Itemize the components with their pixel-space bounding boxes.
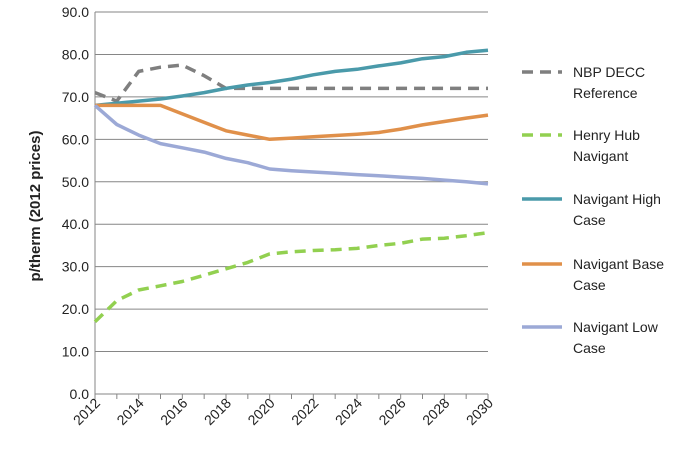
y-axis-title: p/therm (2012 prices) xyxy=(27,131,44,282)
x-tick-label: 2030 xyxy=(463,395,496,428)
legend-label: NBP DECC xyxy=(573,64,645,80)
y-tick-label: 10.0 xyxy=(62,344,89,360)
legend-label: Case xyxy=(573,212,606,228)
axes: 0.0 10.0 20.0 30.0 40.0 50.0 60.0 70.0 80.0 90.0 2… xyxy=(62,4,497,428)
gridlines xyxy=(95,11,488,353)
y-tick-label: 60.0 xyxy=(62,131,89,147)
y-tick-label: 30.0 xyxy=(62,259,89,275)
y-tick-label: 80.0 xyxy=(62,46,89,62)
legend: NBP DECC Reference Henry Hub Navigant Naviga… xyxy=(522,64,664,356)
series-line-navigant-low-case xyxy=(93,104,489,186)
x-tick-label: 2014 xyxy=(113,395,146,428)
x-tick-label: 2026 xyxy=(375,395,408,428)
x-tick-label: 2022 xyxy=(288,395,321,428)
y-tick-label: 20.0 xyxy=(62,301,89,317)
x-tick-label: 2024 xyxy=(332,395,365,428)
legend-label: Henry Hub xyxy=(573,127,640,143)
y-tick-label: 40.0 xyxy=(62,216,89,232)
x-tick-label: 2018 xyxy=(201,395,234,428)
legend-label: Navigant Low xyxy=(573,319,659,335)
x-tick-label: 2016 xyxy=(157,395,190,428)
y-tick-label: 0.0 xyxy=(70,386,90,402)
series-line-nbp-decc-reference xyxy=(94,63,488,103)
legend-label: Navigant Base xyxy=(573,256,664,272)
series-lines xyxy=(93,48,489,324)
x-tick-label: 2020 xyxy=(244,395,277,428)
y-tick-label: 50.0 xyxy=(62,174,89,190)
series-line-navigant-base-case xyxy=(95,103,489,142)
x-tick-label: 2028 xyxy=(419,395,452,428)
legend-label: Case xyxy=(573,340,606,356)
legend-label: Reference xyxy=(573,85,638,101)
legend-label: Navigant High xyxy=(573,191,661,207)
y-tick-label: 70.0 xyxy=(62,89,89,105)
series-line-navigant-high-case xyxy=(94,48,489,108)
legend-label: Case xyxy=(573,277,606,293)
y-tick-label: 90.0 xyxy=(62,4,89,20)
legend-label: Navigant xyxy=(573,148,628,164)
series-line-henry-hub-navigant xyxy=(93,230,489,324)
